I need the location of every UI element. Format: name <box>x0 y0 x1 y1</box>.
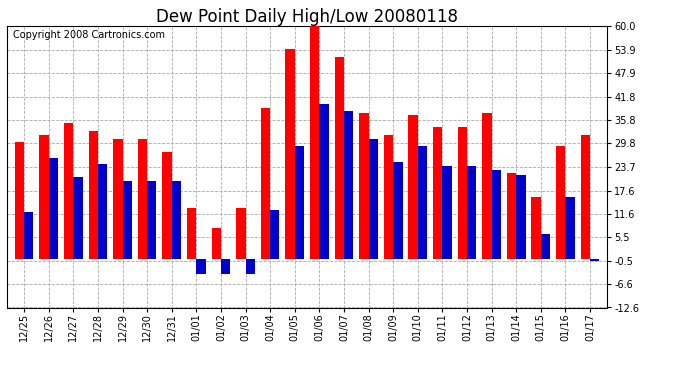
Bar <box>295 146 304 259</box>
Bar <box>384 135 393 259</box>
Bar <box>359 113 368 259</box>
Bar <box>442 166 452 259</box>
Bar <box>531 197 541 259</box>
Bar <box>507 174 516 259</box>
Bar <box>14 142 24 259</box>
Bar <box>310 24 319 259</box>
Bar <box>433 127 442 259</box>
Bar <box>417 146 427 259</box>
Bar <box>49 158 58 259</box>
Bar <box>393 162 402 259</box>
Bar <box>64 123 73 259</box>
Bar <box>467 166 476 259</box>
Bar <box>541 234 550 259</box>
Bar <box>236 209 246 259</box>
Bar <box>270 210 279 259</box>
Bar <box>457 127 467 259</box>
Bar <box>368 139 378 259</box>
Bar <box>98 164 107 259</box>
Bar <box>590 259 600 261</box>
Bar <box>221 259 230 274</box>
Bar <box>556 146 565 259</box>
Bar <box>24 212 34 259</box>
Bar <box>286 50 295 259</box>
Bar <box>88 131 98 259</box>
Bar <box>565 197 575 259</box>
Bar <box>147 181 157 259</box>
Bar <box>162 152 172 259</box>
Bar <box>197 259 206 274</box>
Bar <box>123 181 132 259</box>
Bar <box>187 209 197 259</box>
Bar <box>482 113 491 259</box>
Bar <box>335 57 344 259</box>
Bar <box>246 259 255 274</box>
Bar <box>113 139 123 259</box>
Bar <box>212 228 221 259</box>
Bar <box>580 135 590 259</box>
Bar <box>73 177 83 259</box>
Bar <box>261 108 270 259</box>
Bar <box>138 139 147 259</box>
Bar <box>344 111 353 259</box>
Text: Copyright 2008 Cartronics.com: Copyright 2008 Cartronics.com <box>13 30 165 40</box>
Bar <box>408 116 417 259</box>
Bar <box>319 104 328 259</box>
Title: Dew Point Daily High/Low 20080118: Dew Point Daily High/Low 20080118 <box>156 8 458 26</box>
Bar <box>491 170 501 259</box>
Bar <box>516 176 526 259</box>
Bar <box>39 135 49 259</box>
Bar <box>172 181 181 259</box>
